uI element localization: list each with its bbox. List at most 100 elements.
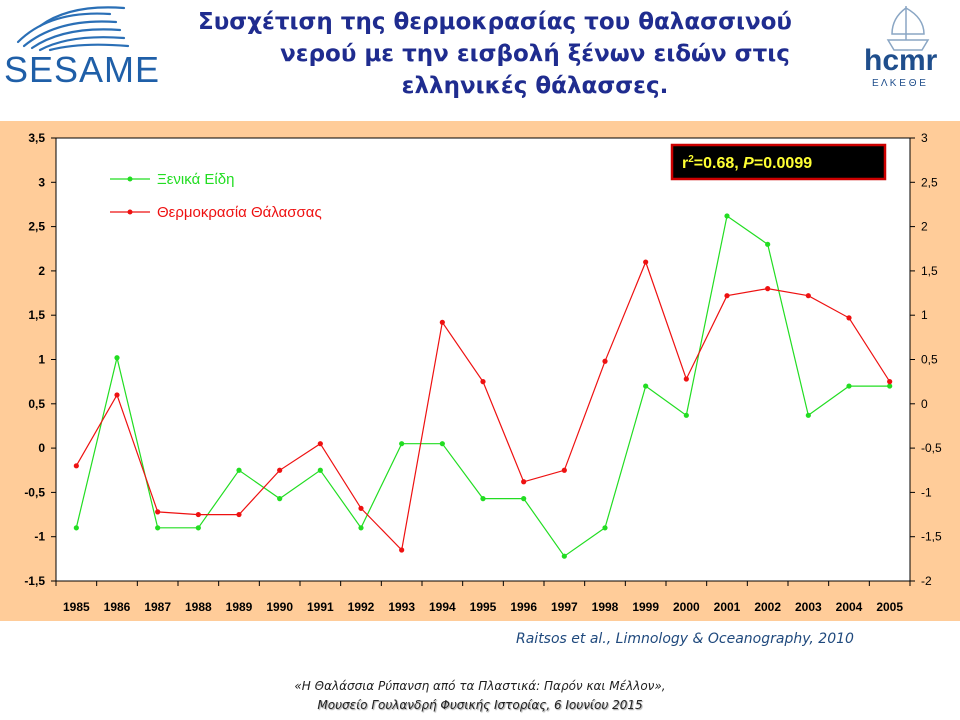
data-point-sea-temperature [236,511,242,518]
x-axis-tick-label: 2003 [795,600,822,614]
data-point-alien-species [805,412,811,418]
right-axis-tick-label: 2 [921,220,928,234]
data-point-alien-species [643,383,649,389]
hcmr-logo: hcmr Ε Λ Κ Ε Θ Ε [858,0,958,98]
data-point-sea-temperature [805,293,811,299]
x-axis-tick-label: 1997 [551,600,578,614]
x-axis-tick-label: 1993 [388,600,415,614]
left-axis-tick-label: 2,5 [28,220,45,234]
hcmr-logo-subtext: Ε Λ Κ Ε Θ Ε [872,78,926,89]
legend: Ξενικά Είδη Θερμοκρασία Θάλασσας [110,171,322,221]
left-axis-tick-label: 2 [38,264,45,278]
data-point-alien-species [887,383,893,389]
data-point-sea-temperature [480,379,486,385]
data-point-sea-temperature [765,286,771,292]
left-axis-tick-label: 0 [38,441,45,455]
title-line-2: νερού με την εισβολή ξένων ειδών στις [280,41,790,67]
data-point-sea-temperature [439,319,445,325]
x-axis-tick-label: 1994 [429,600,456,614]
data-point-sea-temperature [399,547,405,553]
data-point-sea-temperature [887,379,893,385]
data-point-sea-temperature [521,479,527,485]
sesame-logo: SESAME [0,0,175,95]
x-axis-tick-label: 1998 [592,600,619,614]
plot-area [55,137,911,582]
right-axis-tick-label: -2 [921,574,932,588]
data-point-alien-species [846,383,852,389]
left-axis-tick-label: -1,5 [24,574,45,588]
citation: Raitsos et al., Limnology & Oceanography… [516,631,854,647]
x-axis-tick-label: 2005 [876,600,903,614]
title-line-1: Συσχέτιση της θερμοκρασίας του θαλασσινο… [198,9,792,35]
stats-text: r2=0.68, P=0.0099 [682,154,812,172]
stats-suffix: =0.0099 [754,155,812,172]
right-axis-tick-label: 1 [921,308,928,322]
data-point-sea-temperature [73,463,79,469]
sesame-wave-icon [16,6,130,52]
x-axis-tick-label: 2002 [754,600,781,614]
right-axis-tick-label: -1 [921,485,932,499]
page-title: Συσχέτιση της θερμοκρασίας του θαλασσινο… [175,6,855,102]
data-point-alien-species [73,525,79,531]
right-axis-tick-label: 0 [921,397,928,411]
x-axis-tick-label: 1989 [226,600,253,614]
stats-r: r [682,155,688,172]
x-axis: 1985 1986 1987 1988 1989 1990 1991 1992 1993 1994… [55,581,911,614]
data-point-alien-species [399,441,405,447]
legend-marker-alien-species [127,176,133,182]
legend-marker-sea-temperature [127,209,133,215]
left-axis-tick-label: 0,5 [28,397,45,411]
stats-sup: 2 [688,154,694,165]
right-axis-tick-label: -0,5 [921,441,942,455]
title-line-3: ελληνικές θάλασσες. [401,73,669,99]
data-point-alien-species [358,525,364,531]
right-axis-tick-label: 3 [921,131,928,145]
data-point-alien-species [683,412,689,418]
x-axis-tick-label: 1999 [632,600,659,614]
data-point-sea-temperature [195,511,201,518]
data-point-alien-species [724,213,730,219]
stats-mid: =0.68, [694,155,743,172]
data-point-alien-species [765,241,771,247]
data-point-alien-species [602,525,608,531]
left-axis-tick-label: -1 [34,530,45,544]
left-axis-tick-label: 3,5 [28,131,45,145]
legend-label-sea-temperature: Θερμοκρασία Θάλασσας [157,204,322,221]
data-point-alien-species [195,525,201,531]
left-axis: -1,5 -1 -0,5 0 0,5 1 1,5 2 2,5 3 3,5 [24,131,56,588]
x-axis-tick-label: 1995 [470,600,497,614]
data-point-sea-temperature [643,259,649,265]
chart: -1,5 -1 -0,5 0 0,5 1 1,5 2 2,5 3 3,5 -2 -1,5 -1 -0,5 0… [0,121,960,621]
data-point-sea-temperature [846,315,852,321]
data-point-sea-temperature [155,509,161,515]
x-axis-tick-label: 2001 [714,600,741,614]
stats-annotation: r2=0.68, P=0.0099 [670,143,887,181]
legend-label-alien-species: Ξενικά Είδη [157,171,234,188]
x-axis-tick-label: 2004 [836,600,863,614]
stats-box [670,143,887,181]
right-axis-tick-label: 1,5 [921,264,938,278]
data-point-sea-temperature [724,293,730,299]
data-point-alien-species [521,496,527,502]
data-point-alien-species [236,467,242,473]
data-point-sea-temperature [602,358,608,364]
right-axis: -2 -1,5 -1 -0,5 0 0,5 1 1,5 2 2,5 3 [910,131,942,588]
data-point-alien-species [439,441,445,447]
data-point-sea-temperature [277,467,283,473]
right-axis-tick-label: 0,5 [921,353,938,367]
x-axis-tick-label: 1991 [307,600,334,614]
data-point-alien-species [114,355,120,361]
footer: «Η Θαλάσσια Ρύπανση από τα Πλαστικά: Παρ… [0,677,960,715]
data-point-sea-temperature [561,467,567,473]
left-axis-tick-label: 1,5 [28,308,45,322]
ship-icon [886,6,930,51]
data-point-sea-temperature [317,441,323,447]
data-point-alien-species [155,525,161,531]
right-axis-tick-label: 2,5 [921,175,938,189]
data-point-alien-species [317,467,323,473]
x-axis-tick-label: 1988 [185,600,212,614]
x-axis-tick-label: 2000 [673,600,700,614]
data-point-alien-species [480,496,486,502]
data-point-sea-temperature [683,376,689,382]
x-axis-tick-label: 1996 [510,600,537,614]
